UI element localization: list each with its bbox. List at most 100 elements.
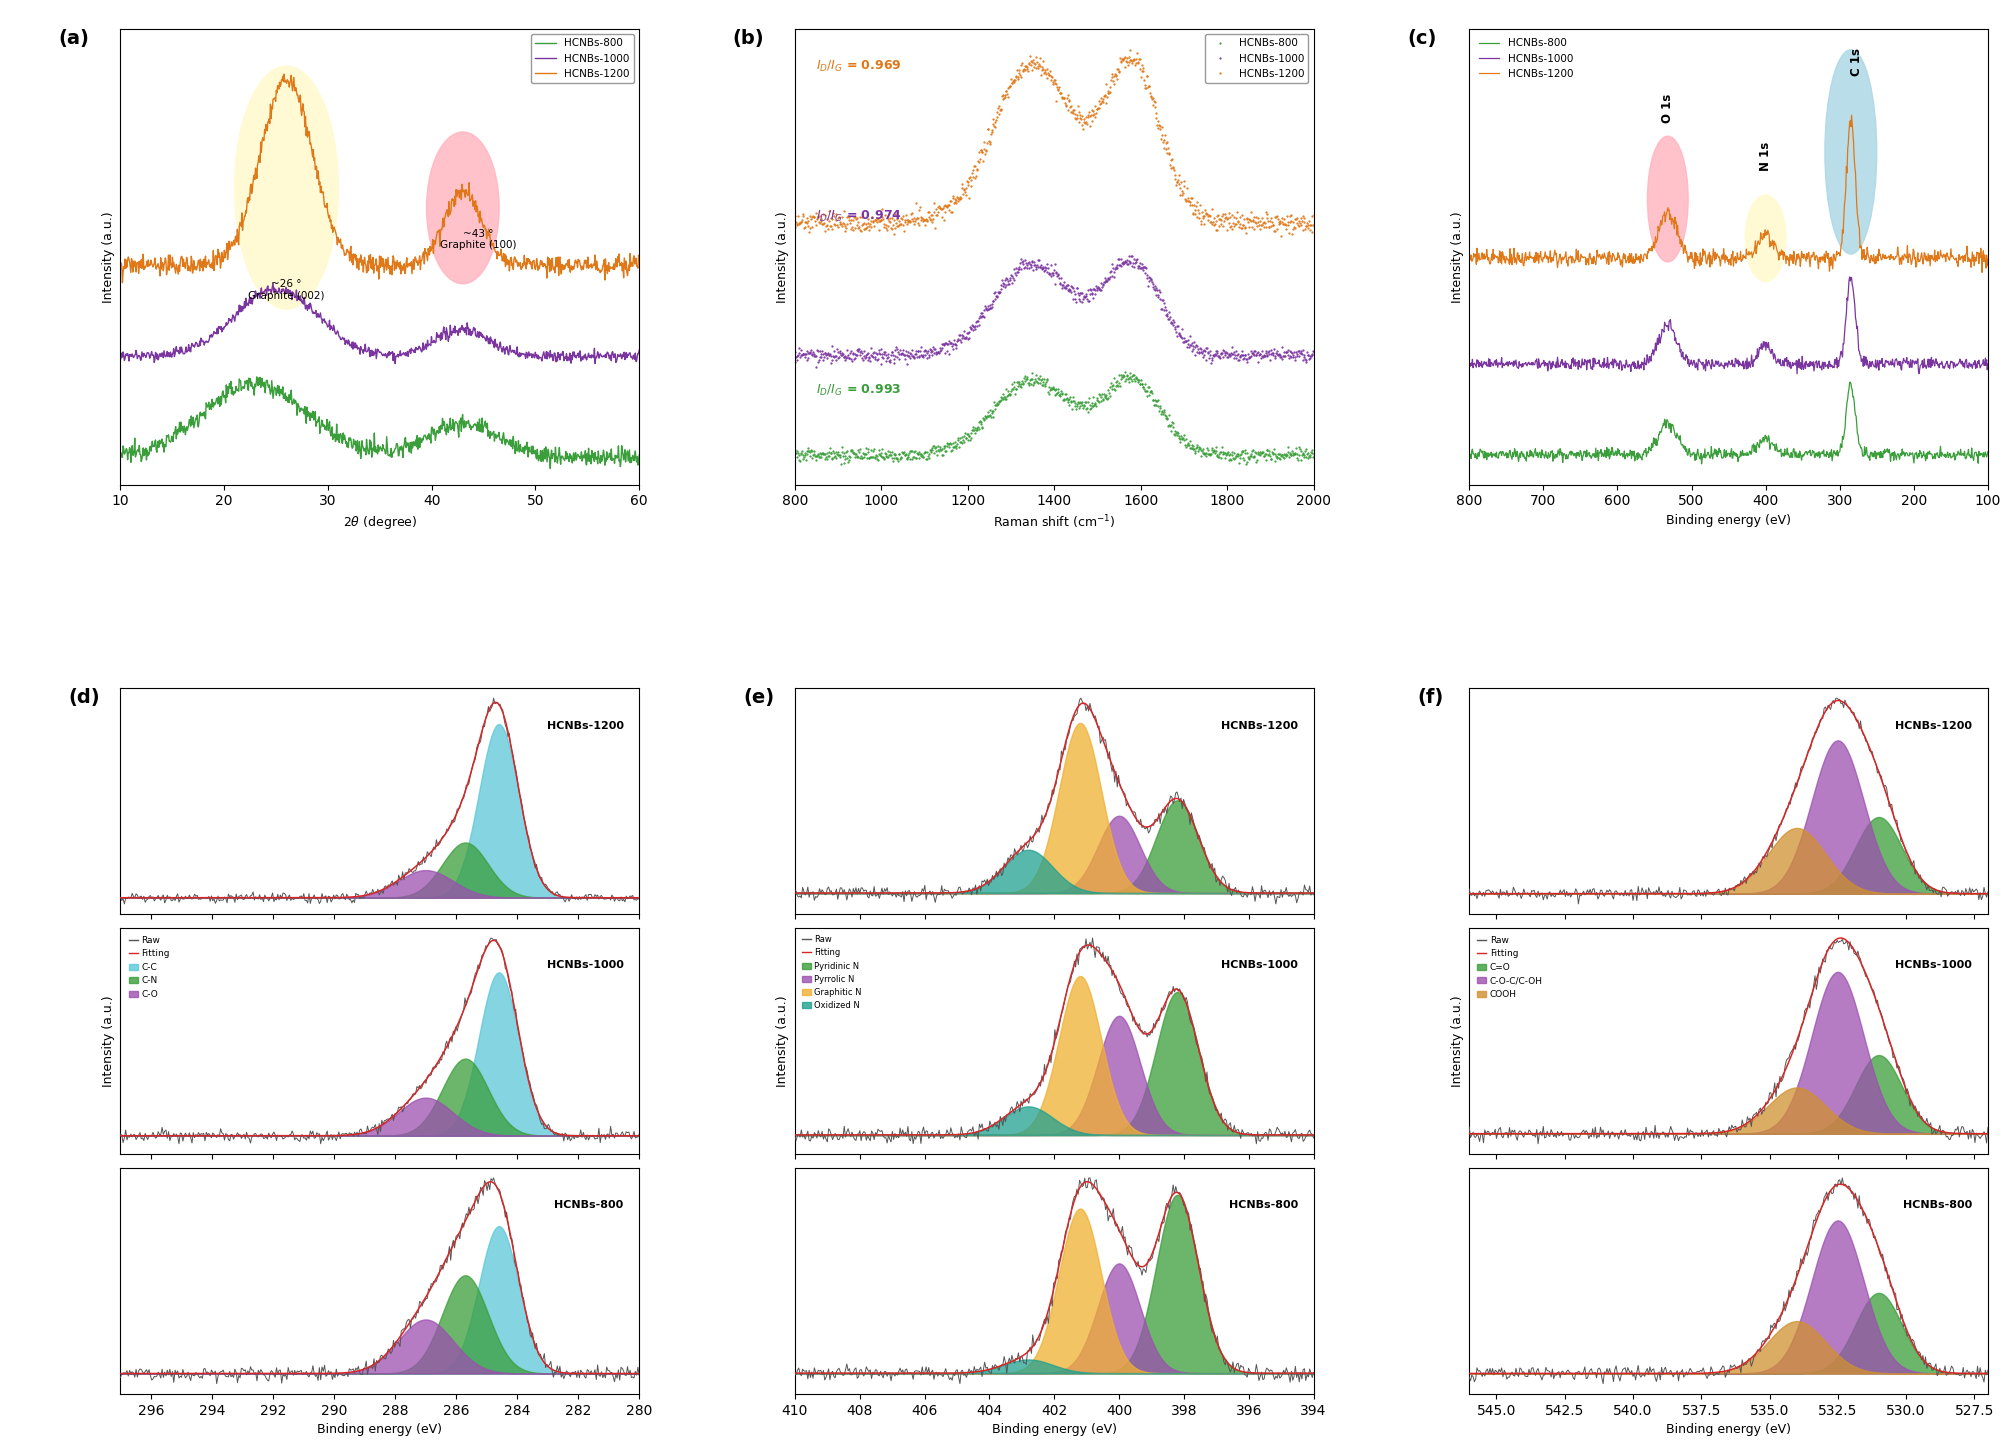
HCNBs-800 (1112, 363, 1136, 380)
HCNBs-800 (1850, 447, 1875, 465)
X-axis label: Binding energy (eV): Binding energy (eV) (317, 1423, 442, 1436)
Text: O 1s: O 1s (1660, 94, 1674, 123)
Text: HCNBs-1200: HCNBs-1200 (546, 720, 624, 730)
Line: HCNBs-1200: HCNBs-1200 (1469, 115, 1987, 273)
Text: $I_D/I_G$ = 0.974: $I_D/I_G$ = 0.974 (815, 209, 901, 225)
HCNBs-800 (1788, 444, 1812, 462)
HCNBs-800 (538, 460, 562, 478)
Ellipse shape (1646, 136, 1688, 261)
Line: HCNBs-1000: HCNBs-1000 (1469, 277, 1987, 373)
HCNBs-1000 (1301, 344, 1325, 362)
HCNBs-1200 (411, 244, 436, 261)
HCNBs-800 (626, 446, 650, 463)
HCNBs-1000 (1230, 347, 1254, 364)
HCNBs-800 (140, 433, 165, 450)
X-axis label: Raman shift (cm$^{-1}$): Raman shift (cm$^{-1}$) (993, 514, 1114, 531)
Line: HCNBs-1000: HCNBs-1000 (793, 256, 1315, 367)
HCNBs-1000 (815, 346, 839, 363)
Text: ~26 °
Graphite (002): ~26 ° Graphite (002) (249, 279, 325, 301)
HCNBs-800 (815, 444, 839, 462)
Text: (b): (b) (733, 29, 765, 48)
Y-axis label: Intensity (a.u.): Intensity (a.u.) (1449, 995, 1463, 1086)
HCNBs-800 (1114, 370, 1138, 388)
HCNBs-1000 (1116, 247, 1140, 264)
HCNBs-800 (1084, 398, 1108, 415)
HCNBs-1000 (1905, 353, 1929, 370)
HCNBs-1200 (1230, 219, 1254, 237)
HCNBs-1200 (1903, 257, 1927, 274)
HCNBs-1000 (805, 359, 829, 376)
Text: ~43 °
Graphite (100): ~43 ° Graphite (100) (440, 229, 516, 250)
Line: HCNBs-800: HCNBs-800 (1469, 382, 1987, 463)
X-axis label: 2$\theta$ (degree): 2$\theta$ (degree) (343, 514, 417, 531)
HCNBs-800 (1758, 434, 1782, 452)
Ellipse shape (235, 67, 337, 309)
HCNBs-1200 (504, 250, 528, 267)
Legend: Raw, Fitting, C-C, C-N, C-O: Raw, Fitting, C-C, C-N, C-O (124, 932, 173, 1002)
HCNBs-1200 (108, 256, 132, 273)
HCNBs-1000 (261, 274, 285, 292)
Ellipse shape (1744, 195, 1784, 282)
HCNBs-1200 (1838, 106, 1862, 123)
Text: HCNBs-800: HCNBs-800 (1903, 1201, 1971, 1211)
HCNBs-1000 (626, 341, 650, 359)
HCNBs-1000 (1176, 327, 1200, 344)
Legend: HCNBs-800, HCNBs-1000, HCNBs-1200: HCNBs-800, HCNBs-1000, HCNBs-1200 (1204, 35, 1309, 83)
Y-axis label: Intensity (a.u.): Intensity (a.u.) (777, 211, 789, 302)
HCNBs-1000 (1784, 364, 1808, 382)
Text: N 1s: N 1s (1758, 141, 1772, 171)
Text: HCNBs-800: HCNBs-800 (554, 1201, 624, 1211)
HCNBs-1200 (1176, 192, 1200, 209)
HCNBs-1200 (271, 65, 295, 83)
HCNBs-1000 (1758, 344, 1782, 362)
HCNBs-800 (1975, 443, 1999, 460)
HCNBs-1200 (1268, 227, 1293, 244)
HCNBs-1200 (556, 258, 580, 276)
Text: (c): (c) (1407, 29, 1435, 48)
HCNBs-1200 (1770, 244, 1794, 261)
HCNBs-800 (1176, 437, 1200, 454)
Text: HCNBs-1000: HCNBs-1000 (1220, 960, 1297, 970)
HCNBs-1200 (1758, 232, 1782, 250)
Ellipse shape (425, 132, 500, 283)
HCNBs-1200 (815, 211, 839, 228)
HCNBs-1000 (783, 353, 807, 370)
X-axis label: Binding energy (eV): Binding energy (eV) (1666, 1423, 1790, 1436)
X-axis label: Binding energy (eV): Binding energy (eV) (1666, 514, 1790, 527)
HCNBs-800 (245, 369, 269, 386)
HCNBs-800 (409, 430, 434, 447)
X-axis label: Binding energy (eV): Binding energy (eV) (991, 1423, 1116, 1436)
HCNBs-1200 (1084, 105, 1108, 122)
HCNBs-800 (1301, 446, 1325, 463)
HCNBs-1000 (1489, 354, 1513, 372)
HCNBs-1200 (423, 227, 448, 244)
Text: (a): (a) (58, 29, 88, 48)
Text: HCNBs-1200: HCNBs-1200 (1895, 720, 1971, 730)
HCNBs-1200 (1786, 250, 1810, 267)
HCNBs-1200 (440, 190, 464, 208)
HCNBs-1000 (1770, 357, 1794, 375)
Text: $I_D/I_G$ = 0.969: $I_D/I_G$ = 0.969 (815, 60, 901, 74)
HCNBs-1000 (1457, 357, 1481, 375)
HCNBs-1000 (1850, 347, 1875, 364)
HCNBs-800 (502, 439, 526, 456)
Line: HCNBs-800: HCNBs-800 (120, 378, 638, 469)
Legend: HCNBs-800, HCNBs-1000, HCNBs-1200: HCNBs-800, HCNBs-1000, HCNBs-1200 (1473, 35, 1578, 83)
HCNBs-1000 (108, 351, 132, 369)
HCNBs-1200 (626, 253, 650, 270)
Y-axis label: Intensity (a.u.): Intensity (a.u.) (1449, 211, 1463, 302)
HCNBs-1000 (1114, 253, 1138, 270)
Text: $I_D/I_G$ = 0.993: $I_D/I_G$ = 0.993 (815, 382, 901, 398)
HCNBs-1000 (440, 322, 464, 340)
HCNBs-1200 (1969, 264, 1993, 282)
HCNBs-1200 (1098, 83, 1122, 100)
Line: HCNBs-1200: HCNBs-1200 (793, 49, 1315, 237)
Line: HCNBs-800: HCNBs-800 (793, 370, 1315, 465)
HCNBs-1000 (556, 350, 580, 367)
Y-axis label: Intensity (a.u.): Intensity (a.u.) (102, 995, 114, 1086)
HCNBs-1000 (1084, 279, 1108, 296)
Legend: HCNBs-800, HCNBs-1000, HCNBs-1200: HCNBs-800, HCNBs-1000, HCNBs-1200 (530, 35, 634, 83)
HCNBs-1000 (140, 347, 165, 364)
HCNBs-1000 (1098, 263, 1122, 280)
HCNBs-800 (1457, 450, 1481, 468)
